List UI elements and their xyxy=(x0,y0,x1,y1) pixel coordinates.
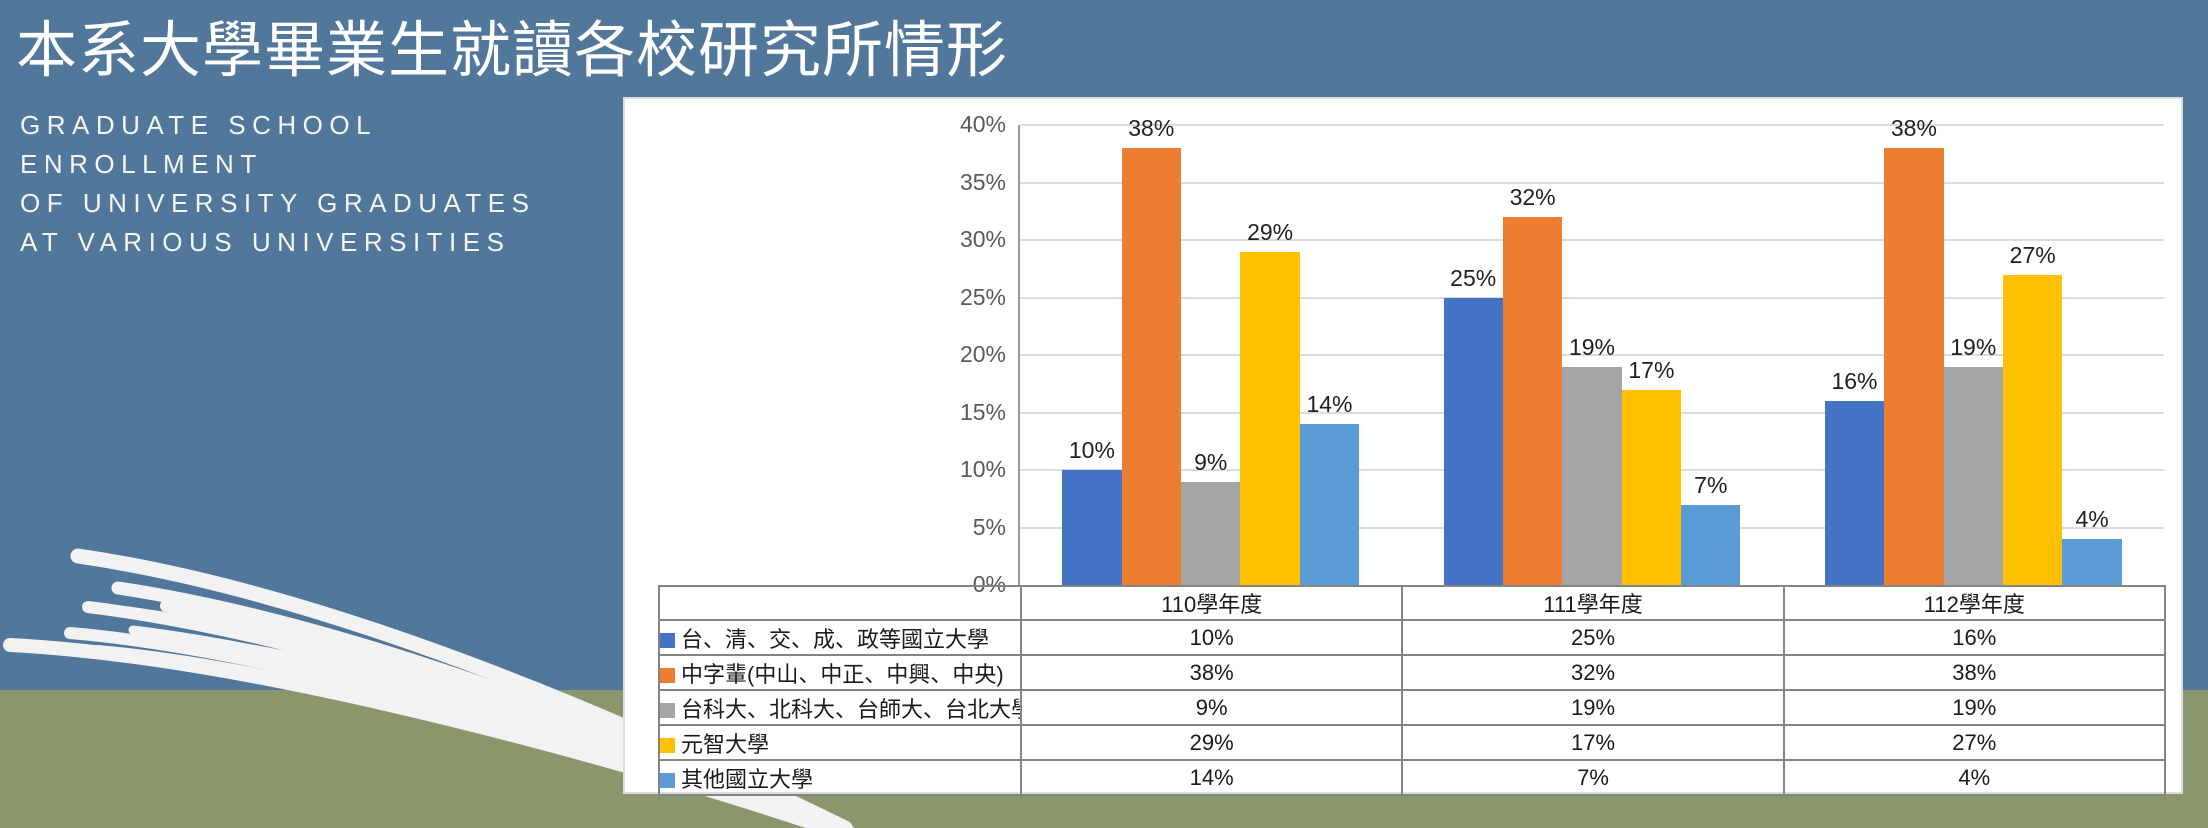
y-axis-tick-label: 25% xyxy=(959,283,1006,310)
bar-111學年度-s4 xyxy=(1621,389,1682,585)
series-name: 中字輩(中山、中正、中興、中央) xyxy=(681,661,1004,687)
legend-key-icon xyxy=(661,667,675,683)
bar-112學年度-s3 xyxy=(1943,366,2003,585)
series-name: 台科大、北科大、台師大、台北大學 xyxy=(681,696,1021,722)
series-value-cell: 17% xyxy=(1401,724,1785,761)
y-axis-tick-label: 35% xyxy=(959,168,1006,195)
series-label-cell: 台科大、北科大、台師大、台北大學 xyxy=(658,689,1022,726)
bar-value-label: 32% xyxy=(1509,184,1556,210)
bar-112學年度-s5 xyxy=(2062,539,2122,585)
series-label-cell: 中字輩(中山、中正、中興、中央) xyxy=(658,654,1022,691)
bar-value-label: 7% xyxy=(1694,471,1728,498)
table-corner-cell xyxy=(658,585,1022,621)
bar-value-label: 19% xyxy=(1950,333,1997,360)
series-value-cell: 29% xyxy=(1019,724,1404,761)
y-axis-tick-label: 30% xyxy=(959,226,1006,252)
y-axis-tick-label: 20% xyxy=(959,341,1006,367)
page-subtitle: GRADUATE SCHOOL ENROLLMENT OF UNIVERSITY… xyxy=(20,106,535,262)
bar-111學年度-s5 xyxy=(1681,504,1741,585)
series-label-cell: 其他國立大學 xyxy=(658,759,1022,796)
gridline xyxy=(1020,124,2164,126)
series-label-cell: 元智大學 xyxy=(658,724,1022,761)
bar-110學年度-s4 xyxy=(1240,251,1300,585)
bar-110學年度-s1 xyxy=(1062,470,1122,585)
table-row: 台科大、北科大、台師大、台北大學 9% 19% 19% xyxy=(658,689,2166,726)
series-value-cell: 32% xyxy=(1401,654,1785,691)
y-axis-tick-label: 10% xyxy=(959,456,1006,482)
bar-112學年度-s1 xyxy=(1824,401,1885,585)
legend-key-icon xyxy=(661,737,675,753)
bar-value-label: 25% xyxy=(1450,264,1497,291)
series-value-cell: 4% xyxy=(1782,759,2166,796)
subtitle-line-1: GRADUATE SCHOOL xyxy=(20,110,378,140)
bar-value-label: 10% xyxy=(1068,437,1115,463)
series-value-cell: 10% xyxy=(1019,619,1404,656)
series-value-cell: 25% xyxy=(1401,619,1785,656)
legend-key-icon xyxy=(661,632,675,648)
series-value-cell: 27% xyxy=(1782,724,2166,761)
y-axis-line xyxy=(1018,125,1020,585)
y-axis-tick-label: 40% xyxy=(959,111,1006,137)
series-value-cell: 38% xyxy=(1782,654,2166,691)
table-row: 台、清、交、成、政等國立大學 10% 25% 16% xyxy=(658,619,2166,656)
subtitle-line-3: OF UNIVERSITY GRADUATES xyxy=(20,188,536,218)
bar-value-label: 9% xyxy=(1194,448,1228,475)
series-name: 其他國立大學 xyxy=(681,766,814,792)
chart-panel: 0% 5% 10% 15% 20% 25% 30% 35% 40% 10% 25% 16% 38% 32%… xyxy=(623,97,2183,796)
bar-value-label: 38% xyxy=(1128,115,1175,141)
bar-112學年度-s2 xyxy=(1884,148,1944,585)
bar-110學年度-s2 xyxy=(1121,148,1181,585)
bar-value-label: 38% xyxy=(1890,115,1937,141)
series-name: 台、清、交、成、政等國立大學 xyxy=(681,626,990,652)
gridline xyxy=(1020,296,2164,299)
gridline xyxy=(1020,239,2164,241)
page-title: 本系大學畢業生就讀各校研究所情形 xyxy=(16,16,1009,84)
category-header-cell: 111學年度 xyxy=(1401,585,1785,621)
bar-value-label: 17% xyxy=(1628,356,1675,383)
bar-value-label: 16% xyxy=(1831,368,1878,394)
bar-value-label: 4% xyxy=(2075,506,2109,532)
bar-111學年度-s2 xyxy=(1502,217,1563,585)
series-value-cell: 16% xyxy=(1782,619,2166,656)
legend-key-icon xyxy=(661,772,675,788)
bar-chart: 0% 5% 10% 15% 20% 25% 30% 35% 40% 10% 25% 16% 38% 32%… xyxy=(625,99,2181,796)
series-value-cell: 19% xyxy=(1401,689,1785,726)
bar-111學年度-s3 xyxy=(1562,366,1622,585)
gridline xyxy=(1020,354,2164,356)
subtitle-line-2: ENROLLMENT xyxy=(20,149,263,179)
series-value-cell: 19% xyxy=(1782,689,2166,726)
table-row: 元智大學 29% 17% 27% xyxy=(658,724,2166,761)
series-value-cell: 14% xyxy=(1019,759,1404,796)
bar-value-label: 19% xyxy=(1568,333,1616,360)
series-value-cell: 7% xyxy=(1401,759,1785,796)
series-value-cell: 9% xyxy=(1019,689,1404,726)
bar-value-label: 14% xyxy=(1306,391,1353,417)
table-header-row: 110學年度 111學年度 112學年度 xyxy=(658,585,2166,621)
bar-112學年度-s4 xyxy=(2003,274,2063,585)
y-axis-tick-label: 5% xyxy=(972,513,1006,540)
category-header-cell: 110學年度 xyxy=(1019,585,1404,621)
bar-110學年度-s5 xyxy=(1299,424,1360,585)
category-header-cell: 112學年度 xyxy=(1782,585,2166,621)
bar-111學年度-s1 xyxy=(1443,297,1503,585)
y-axis-tick-label: 15% xyxy=(959,398,1006,425)
bar-value-label: 27% xyxy=(2009,241,2056,268)
legend-key-icon xyxy=(661,702,675,718)
bar-value-label: 29% xyxy=(1247,218,1294,245)
series-label-cell: 台、清、交、成、政等國立大學 xyxy=(658,619,1022,656)
series-name: 元智大學 xyxy=(681,731,770,757)
bar-110學年度-s3 xyxy=(1181,481,1241,585)
series-value-cell: 38% xyxy=(1019,654,1404,691)
data-table: 110學年度 111學年度 112學年度台、清、交、成、政等國立大學 10% 25% 16… xyxy=(658,585,2166,796)
subtitle-line-4: AT VARIOUS UNIVERSITIES xyxy=(20,227,511,257)
table-row: 其他國立大學 14% 7% 4% xyxy=(658,759,2166,796)
gridline xyxy=(1020,181,2164,184)
table-row: 中字輩(中山、中正、中興、中央) 38% 32% 38% xyxy=(658,654,2166,691)
